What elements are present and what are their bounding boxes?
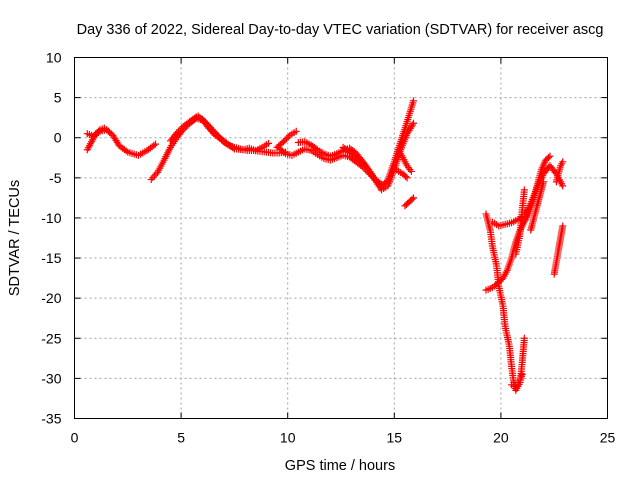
- data-point: [217, 135, 225, 143]
- y-tick-label: -20: [41, 290, 61, 306]
- data-point: [403, 174, 411, 182]
- plot-frame: [74, 57, 608, 419]
- axis-ticks: 0 5 10 15 20 25 10 5 0 -5 -10 -15 -20 -25 -30 -35: [41, 50, 615, 446]
- data-point: [280, 148, 288, 156]
- x-tick-label: 20: [493, 430, 509, 446]
- x-tick-label: 15: [387, 430, 403, 446]
- series-arc-a: [83, 126, 160, 159]
- series-arc-t: [552, 158, 567, 186]
- data-point: [409, 97, 417, 105]
- series-arc-p: [508, 370, 526, 390]
- data-point: [292, 127, 300, 135]
- data-point: [520, 186, 528, 194]
- series-arc-g: [273, 127, 300, 151]
- data-points: [83, 97, 567, 394]
- x-tick-label: 5: [177, 430, 185, 446]
- y-tick-label: 5: [54, 90, 62, 106]
- series-arc-c: [147, 114, 238, 183]
- grid-lines: [74, 57, 608, 419]
- series-arc-s: [550, 222, 567, 278]
- data-point: [284, 133, 292, 141]
- series-arc-e: [188, 112, 273, 155]
- data-point: [174, 127, 182, 135]
- chart-title: Day 336 of 2022, Sidereal Day-to-day VTE…: [77, 22, 604, 38]
- y-tick-label: -5: [49, 170, 62, 186]
- series-arc-m: [482, 210, 528, 394]
- data-point: [213, 131, 221, 139]
- data-point: [520, 334, 528, 342]
- series-arc-l: [390, 164, 411, 182]
- data-point: [518, 370, 526, 378]
- series-arc-q: [512, 186, 528, 258]
- series-arc-k: [401, 194, 417, 210]
- series-arc-j: [395, 146, 415, 175]
- data-point: [105, 127, 113, 135]
- y-tick-label: -10: [41, 210, 61, 226]
- data-point: [218, 136, 226, 144]
- data-point: [95, 127, 103, 135]
- data-point: [279, 138, 287, 146]
- data-point: [409, 194, 417, 202]
- data-point: [265, 139, 273, 147]
- data-point: [150, 172, 158, 180]
- data-point: [312, 145, 320, 153]
- y-tick-label: -15: [41, 250, 61, 266]
- data-point: [545, 154, 553, 162]
- data-point: [150, 141, 158, 149]
- y-tick-label: -35: [41, 411, 61, 427]
- data-point: [540, 178, 548, 186]
- series-arc-i: [339, 119, 417, 194]
- series-arc-r: [527, 178, 548, 234]
- data-point: [278, 139, 286, 147]
- data-point: [122, 147, 130, 155]
- data-point: [402, 172, 410, 180]
- series-arc-b: [83, 124, 113, 154]
- data-point: [173, 129, 181, 137]
- data-point: [152, 140, 160, 148]
- data-point: [215, 133, 223, 141]
- data-point: [212, 130, 220, 138]
- x-tick-label: 10: [280, 430, 296, 446]
- y-tick-label: 10: [46, 50, 62, 66]
- x-tick-label: 25: [600, 430, 616, 446]
- data-point: [559, 182, 567, 190]
- y-tick-label: 0: [54, 130, 62, 146]
- x-tick-label: 0: [71, 430, 79, 446]
- data-point: [281, 136, 289, 144]
- data-point: [559, 222, 567, 230]
- data-point: [407, 167, 415, 175]
- data-point: [546, 152, 554, 160]
- y-tick-label: -25: [41, 330, 61, 346]
- data-point: [409, 119, 417, 127]
- data-point: [283, 135, 291, 143]
- series-arc-d: [166, 113, 290, 157]
- data-point: [176, 126, 184, 134]
- data-point: [147, 175, 155, 183]
- y-tick-label: -30: [41, 370, 61, 386]
- data-point: [408, 195, 416, 203]
- series-arc-h: [294, 97, 417, 190]
- data-point: [149, 174, 157, 182]
- y-axis-label: SDTVAR / TECUs: [7, 180, 23, 296]
- data-point: [559, 158, 567, 166]
- x-axis-label: GPS time / hours: [285, 458, 395, 474]
